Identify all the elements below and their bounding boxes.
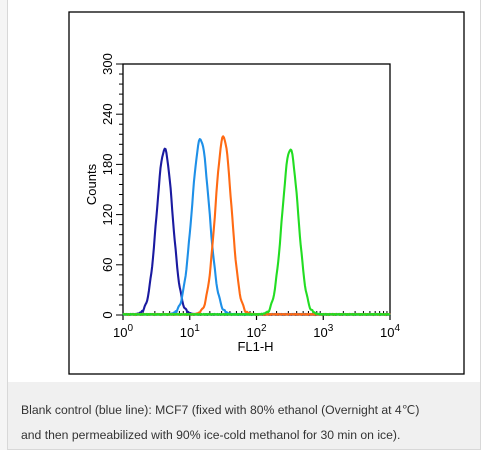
- y-tick-label: 0: [100, 311, 115, 318]
- y-tick-label: 300: [100, 53, 115, 75]
- x-tick-label: 102: [246, 323, 266, 340]
- caption-line-2: and then permeabilized with 90% ice-cold…: [21, 428, 401, 442]
- x-tick-label: 100: [113, 323, 133, 340]
- histogram-chart: 0 60 120 180 240 300 100 101 102 103 104 FL1-H Count…: [68, 11, 465, 375]
- x-axis-label: FL1-H: [237, 339, 273, 354]
- y-tick-label: 60: [100, 258, 115, 272]
- histogram-series-1: [122, 147, 391, 317]
- x-tick-label: 101: [180, 323, 200, 340]
- y-tick-label: 180: [100, 154, 115, 176]
- histogram-series-4: [122, 148, 391, 317]
- caption-text: Blank control (blue line): MCF7 (fixed w…: [21, 398, 473, 448]
- figure-frame: [68, 11, 465, 375]
- plot-area-border: [122, 63, 391, 316]
- histogram-series-3: [122, 135, 391, 317]
- y-tick-label: 120: [100, 204, 115, 226]
- figure-caption: Blank control (blue line): MCF7 (fixed w…: [7, 382, 481, 450]
- y-axis-label: Counts: [84, 163, 99, 205]
- x-tick-label: 103: [313, 323, 333, 340]
- x-tick-label: 104: [380, 323, 400, 340]
- figure-panel: 0 60 120 180 240 300 100 101 102 103 104 FL1-H Count…: [7, 0, 481, 382]
- caption-line-1: Blank control (blue line): MCF7 (fixed w…: [21, 403, 420, 417]
- histogram-series-2: [122, 138, 391, 317]
- y-tick-label: 240: [100, 103, 115, 125]
